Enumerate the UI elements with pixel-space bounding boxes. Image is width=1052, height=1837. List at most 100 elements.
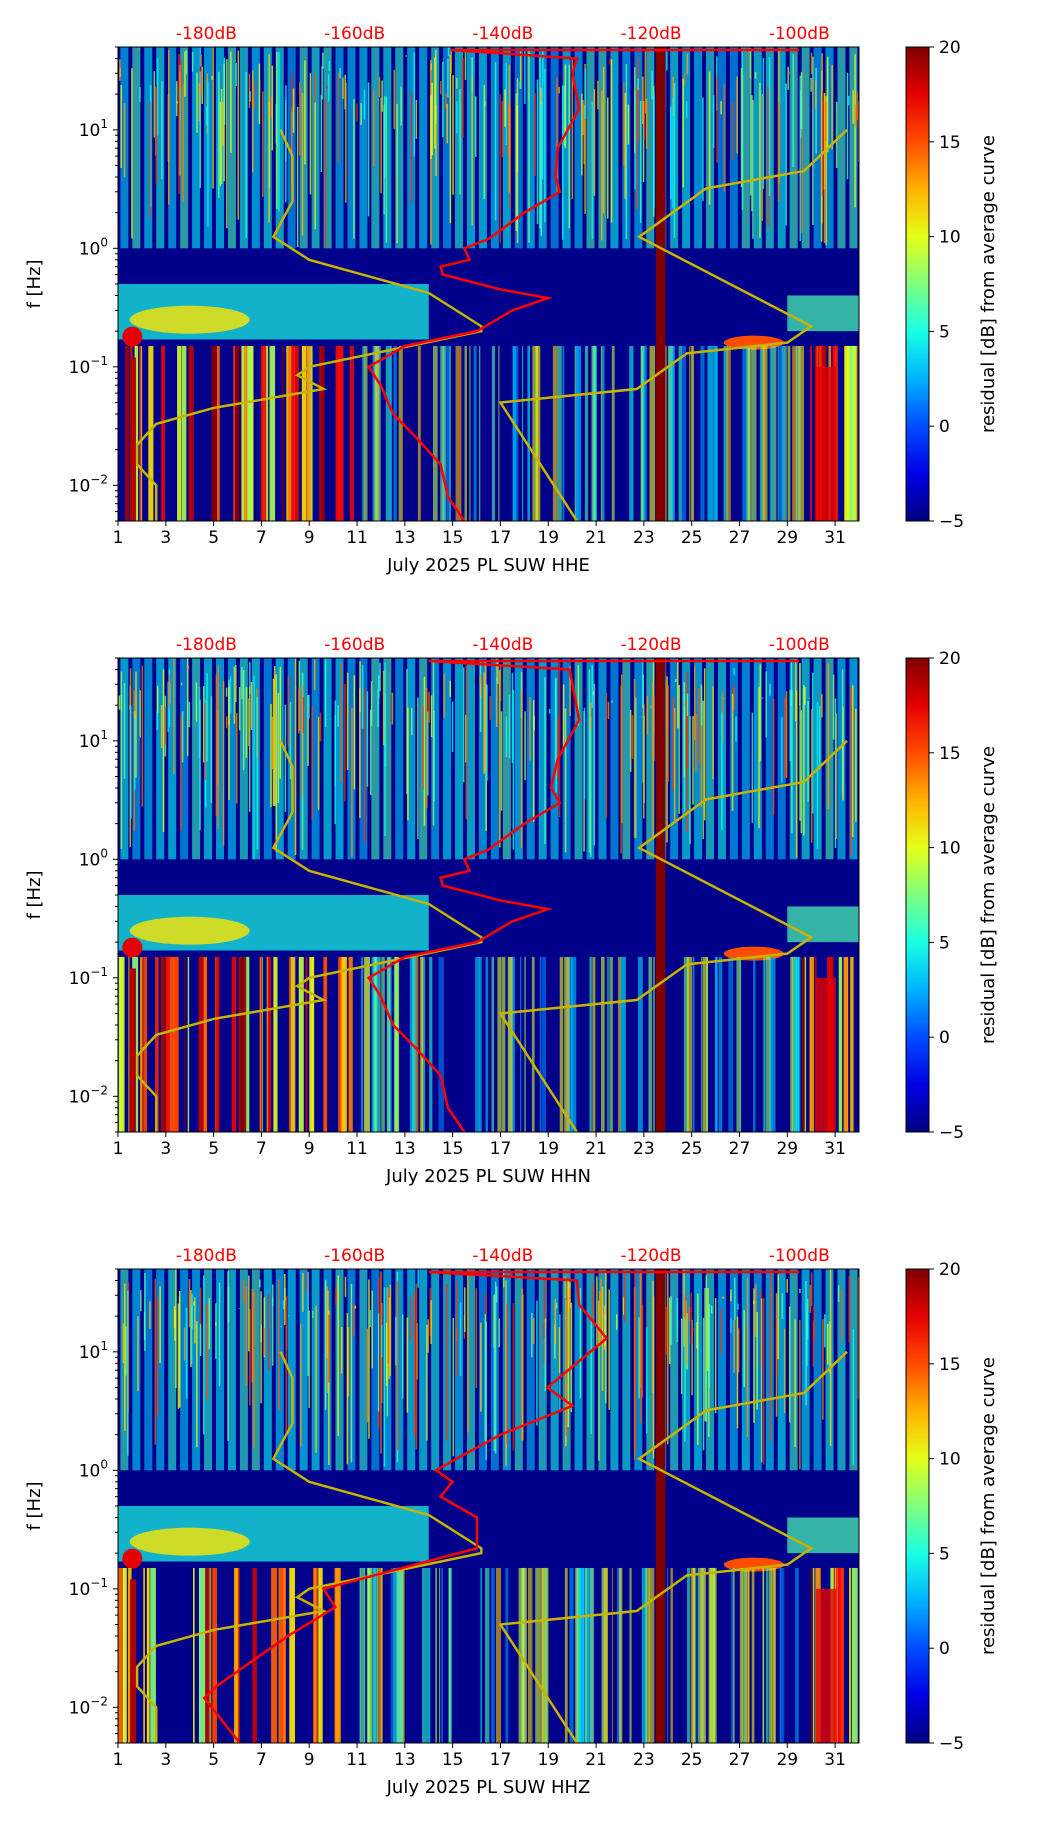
x-tick-label: 19: [537, 1750, 559, 1770]
heatmap-cell: [606, 693, 608, 818]
heatmap-cell: [486, 685, 488, 781]
heatmap-cell: [528, 98, 530, 243]
heatmap-cell: [362, 346, 364, 521]
top-db-label: -120dB: [621, 24, 682, 44]
x-tick-label: 29: [776, 1139, 798, 1159]
heatmap-cell: [623, 82, 625, 166]
heatmap-cell: [770, 957, 773, 1132]
heatmap-cell: [426, 1568, 431, 1743]
heatmap-cell: [602, 1287, 604, 1391]
colorbar-label: residual [dB] from average curve: [978, 746, 999, 1044]
x-axis-label: July 2025 PL SUW HHZ: [386, 1777, 591, 1798]
heatmap-cell: [353, 1304, 355, 1335]
heatmap-cell: [544, 677, 546, 844]
heatmap-cell: [311, 707, 313, 820]
heatmap-cell: [479, 47, 487, 248]
heatmap-cell: [733, 1320, 735, 1373]
heatmap-cell: [456, 101, 458, 133]
heatmap-cell: [249, 91, 251, 101]
heatmap-cell: [735, 716, 737, 741]
heatmap-cell: [576, 346, 579, 521]
x-tick-label: 7: [256, 1750, 267, 1770]
heatmap-cell: [252, 70, 254, 172]
heatmap-cell: [345, 83, 347, 203]
heatmap-cell: [184, 51, 186, 96]
heatmap: [118, 47, 862, 521]
heatmap-cell: [637, 85, 639, 209]
y-tick-exponent: 0: [100, 235, 108, 249]
heatmap-cell: [423, 957, 425, 1132]
heatmap-cell: [756, 1312, 758, 1410]
colorbar-tick-label: 10: [939, 1450, 961, 1470]
heatmap-cell: [640, 101, 642, 223]
heatmap-cell: [407, 708, 409, 821]
y-tick-base: 10: [69, 1698, 91, 1718]
heatmap-cell: [565, 1277, 567, 1436]
heatmap-cell: [315, 1306, 317, 1453]
x-tick-label: 19: [537, 1139, 559, 1159]
heatmap-cell: [670, 1296, 672, 1344]
heatmap-cell: [830, 1269, 832, 1446]
heatmap-cell: [667, 1271, 669, 1444]
heatmap-cell: [821, 694, 823, 718]
heatmap-cell: [687, 1568, 690, 1743]
heatmap-cell: [270, 704, 272, 807]
heatmap-cell: [837, 658, 845, 859]
heatmap-cell: [813, 1321, 815, 1368]
heatmap-cell: [285, 705, 287, 812]
heatmap-cell: [500, 94, 502, 243]
heatmap-cell: [713, 95, 715, 147]
heatmap-cell: [621, 674, 623, 823]
heatmap-cell: [798, 346, 804, 521]
heatmap-cell: [652, 1281, 654, 1393]
x-tick-label: 9: [304, 1750, 315, 1770]
heatmap-cell: [555, 678, 557, 771]
heatmap-cell: [278, 693, 280, 803]
heatmap-cell: [287, 346, 291, 521]
heatmap-cell: [194, 1297, 196, 1343]
heatmap-cell: [763, 1298, 765, 1464]
heatmap-cell: [347, 1313, 349, 1464]
heatmap-cell: [824, 1314, 826, 1347]
heatmap-cell: [220, 102, 222, 186]
heatmap-cell: [766, 1568, 768, 1743]
y-tick-exponent: −1: [90, 1576, 108, 1590]
heatmap-cell: [585, 346, 588, 521]
colorbar-tick-label: −5: [939, 512, 964, 532]
heatmap-cell: [325, 659, 327, 727]
heatmap-cell: [175, 1269, 177, 1388]
heatmap-cell: [252, 658, 260, 859]
heatmap-cell: [359, 1269, 367, 1470]
heatmap-cell: [290, 957, 295, 1132]
heatmap-cell: [154, 71, 156, 137]
heatmap-cell: [589, 957, 591, 1132]
heatmap-cell: [264, 47, 272, 248]
heatmap-cell: [449, 1568, 451, 1743]
heatmap-cell: [274, 957, 277, 1132]
heatmap-cell: [850, 957, 853, 1132]
heatmap-cell: [762, 697, 764, 698]
heatmap-cell: [278, 1279, 280, 1411]
heatmap-cell: [431, 695, 433, 737]
heatmap-cell: [489, 696, 491, 720]
heatmap-cell: [427, 1319, 429, 1352]
heatmap-cell: [491, 1568, 495, 1743]
heatmap-cell: [300, 1324, 302, 1447]
heatmap-cell: [568, 1289, 570, 1310]
heatmap-cell: [323, 957, 327, 1132]
heatmap-cell: [672, 97, 674, 208]
heatmap-cell: [707, 346, 712, 521]
heatmap-cell: [590, 1568, 594, 1743]
heatmap-cell: [182, 346, 186, 521]
heatmap-cell: [144, 658, 152, 859]
heatmap-cell: [289, 957, 290, 1132]
heatmap-cell: [354, 675, 356, 789]
heatmap-cell: [364, 1568, 365, 1743]
heatmap-cell: [844, 346, 848, 521]
heatmap-cell: [353, 99, 355, 239]
heatmap-cell: [716, 957, 718, 1132]
heatmap-cell: [696, 1322, 698, 1348]
heatmap-cell: [724, 84, 726, 192]
x-tick-label: 17: [490, 1139, 512, 1159]
